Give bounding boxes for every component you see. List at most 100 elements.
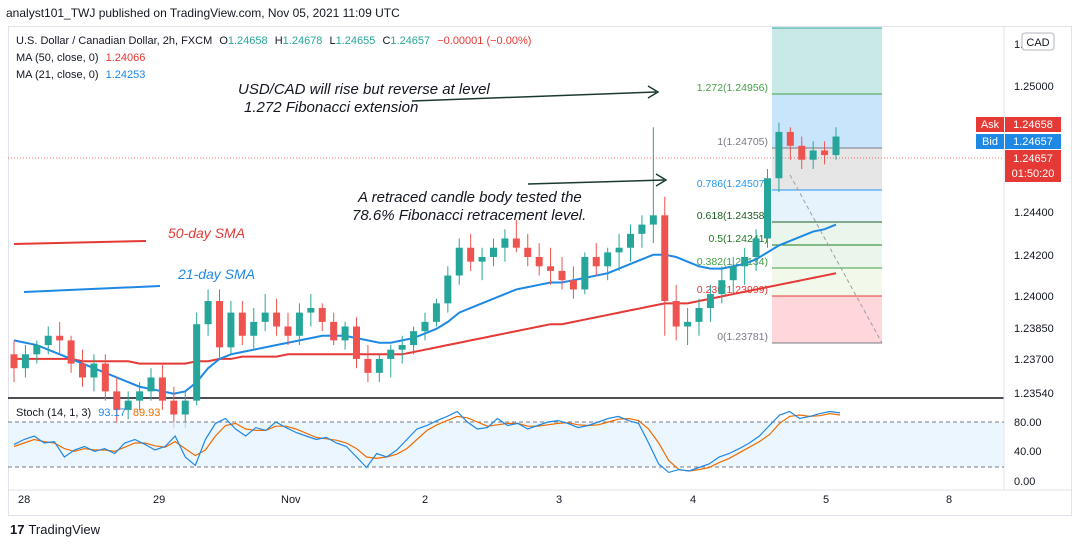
candle-down [364, 358, 372, 373]
candle-up [181, 400, 189, 415]
fib-trend-dashed [789, 174, 883, 344]
symbol-legend[interactable]: U.S. Dollar / Canadian Dollar, 2h, FXCM … [16, 35, 531, 47]
candle-up [604, 252, 612, 267]
symbol-title: U.S. Dollar / Canadian Dollar, 2h, FXCM [16, 35, 213, 47]
fib-ext-annotation-1: USD/CAD will rise but reverse at level [238, 81, 490, 98]
time-tick: Nov [281, 494, 301, 506]
candle-down [821, 150, 829, 156]
candle-up [204, 301, 212, 325]
candle-up [718, 280, 726, 295]
stoch-d-line [13, 412, 841, 472]
stoch-tick: 0.00 [1014, 476, 1035, 488]
ma21-legend[interactable]: MA (21, close, 0) 1.24253 [16, 69, 145, 81]
ask-tag [976, 117, 1004, 132]
currency-badge[interactable] [1021, 32, 1055, 51]
candle-up [432, 303, 440, 322]
candle-up [387, 349, 395, 359]
fib-ext-arrow [411, 91, 657, 102]
ask-price-tag [1005, 117, 1061, 132]
chart-frame [8, 26, 1072, 516]
candle-up [638, 224, 646, 234]
candle-up [21, 354, 29, 369]
candle-down [786, 131, 794, 146]
price-tick: 1.23700 [1014, 354, 1054, 366]
candle-down [113, 391, 121, 410]
stoch-d-value: 89.93 [132, 407, 161, 419]
candle-up [809, 150, 817, 160]
tradingview-brand[interactable]: 17 TradingView [10, 522, 100, 537]
fib-label: 0.618(1.24358) [697, 210, 768, 222]
candle-down [273, 312, 281, 327]
candle-up [410, 331, 418, 346]
fib-label: 0(1.23781) [717, 331, 768, 343]
candle-up [421, 321, 429, 332]
fib-zone-5-382 [772, 245, 882, 268]
ohlc-high: 1.24678 [282, 35, 323, 47]
ma21-label: MA (21, close, 0) [16, 69, 99, 81]
time-tick: 5 [823, 494, 829, 506]
candle-down [56, 335, 64, 341]
time-tick: 4 [690, 494, 696, 506]
candle-up [341, 326, 349, 341]
sma50-annotation: 50-day SMA [168, 225, 245, 241]
candle-down [798, 145, 806, 160]
retrace-arrow [527, 179, 665, 185]
ma21-value: 1.24253 [105, 69, 146, 81]
price-axis[interactable]: 1.2 1.25000 1.24400 1.24200 1.24000 1.23… [1014, 39, 1054, 400]
candle-down [170, 400, 178, 415]
candle-down [158, 377, 166, 401]
candle-down [672, 301, 680, 327]
stoch-axis: 80.00 40.00 0.00 [1014, 417, 1042, 488]
ohlc-open-label: O [219, 35, 228, 47]
stoch-tick: 80.00 [1014, 417, 1042, 429]
candle-up [227, 312, 235, 348]
time-axis[interactable]: 28 29 Nov 2 3 4 5 8 [18, 494, 952, 506]
candle-down [353, 326, 360, 359]
candle-down [330, 321, 338, 341]
tradingview-logo-icon: 17 [10, 522, 25, 537]
fib-zone-top [772, 28, 882, 94]
candle-up [193, 324, 201, 401]
candle-up [764, 178, 771, 239]
candle-up [741, 257, 749, 267]
candle-up [627, 233, 634, 248]
fib-zone-236-0 [772, 296, 882, 343]
bid-price-tag [1005, 134, 1061, 149]
candle-up [261, 312, 269, 322]
candle-up [444, 275, 452, 304]
time-tick: 8 [946, 494, 952, 506]
retrace-arrowhead [655, 173, 668, 187]
candle-up [615, 247, 623, 253]
price-tick: 1.25000 [1014, 81, 1054, 93]
stoch-legend[interactable]: Stoch (14, 1, 3) 93.17 89.93 [16, 407, 160, 419]
candle-down [238, 312, 246, 336]
fib-label: 0.786(1.24507) [697, 178, 768, 190]
candle-down [10, 354, 18, 369]
ask-label: Ask [981, 119, 1000, 131]
candle-up [124, 400, 132, 410]
ma50-legend[interactable]: MA (50, close, 0) 1.24066 [16, 52, 145, 64]
candle-down [284, 326, 292, 336]
candle-up [478, 257, 486, 262]
candle-up [581, 257, 589, 290]
candle-down [592, 257, 600, 267]
fib-zone-786-618 [772, 190, 882, 222]
candle-up [33, 345, 41, 355]
candle-up [250, 321, 258, 336]
publisher-line: analyst101_TWJ published on TradingView.… [6, 6, 400, 20]
brand-name: TradingView [28, 522, 101, 537]
last-price: 1.24657 [1013, 153, 1053, 165]
candle-down [524, 247, 532, 258]
sma21-sample-line [23, 285, 161, 293]
candle-down [216, 301, 223, 348]
candle-down [661, 215, 669, 302]
candle-up [44, 335, 52, 346]
fib-ext-arrowhead [647, 85, 660, 99]
candle-down [569, 280, 577, 290]
ma50-label: MA (50, close, 0) [16, 52, 99, 64]
bid-label: Bid [982, 136, 998, 148]
price-tick: 1.24200 [1014, 250, 1054, 262]
currency-label: CAD [1026, 37, 1049, 49]
fibonacci-zones [772, 27, 883, 344]
